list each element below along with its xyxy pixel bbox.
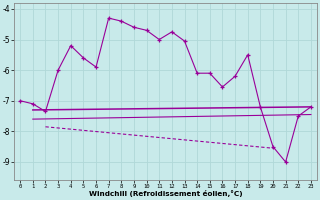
X-axis label: Windchill (Refroidissement éolien,°C): Windchill (Refroidissement éolien,°C) — [89, 190, 242, 197]
